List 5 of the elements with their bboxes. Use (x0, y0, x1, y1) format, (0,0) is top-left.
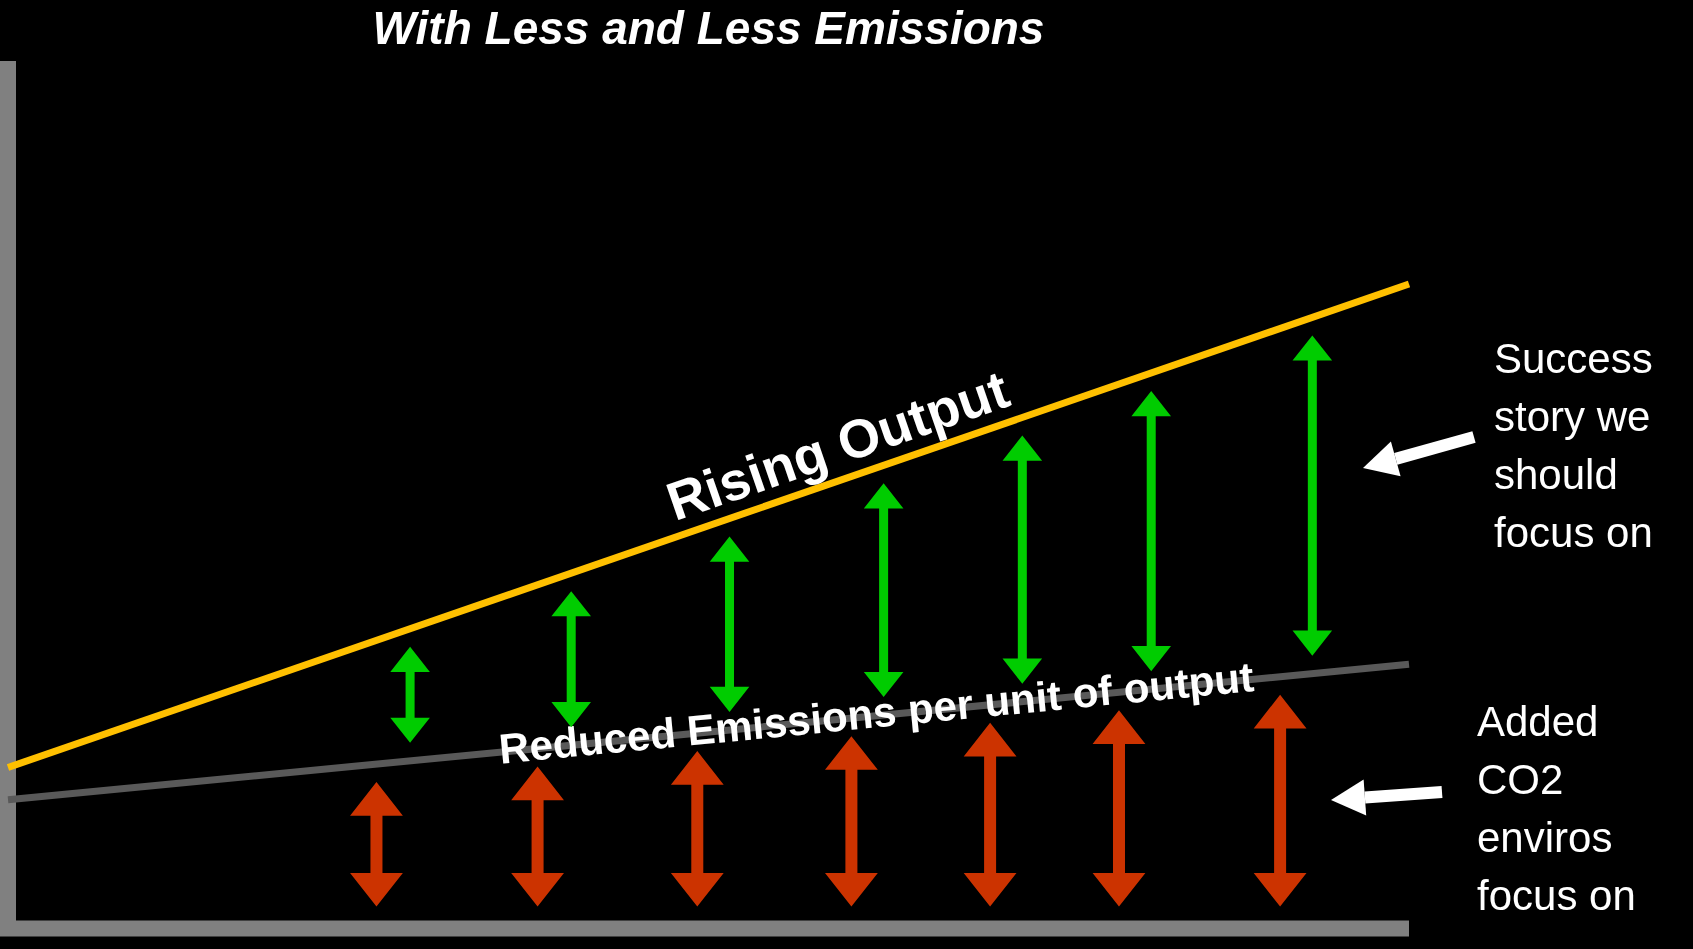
annotation: Success story we should focus on (1494, 334, 1654, 558)
chart-title: With Less and Less Emissions (372, 2, 1045, 55)
annotation: Added CO2 enviros focus on (1477, 697, 1637, 921)
text: Rising Output (658, 358, 1016, 532)
text: Reduced Emissions per unit of output (496, 653, 1256, 773)
